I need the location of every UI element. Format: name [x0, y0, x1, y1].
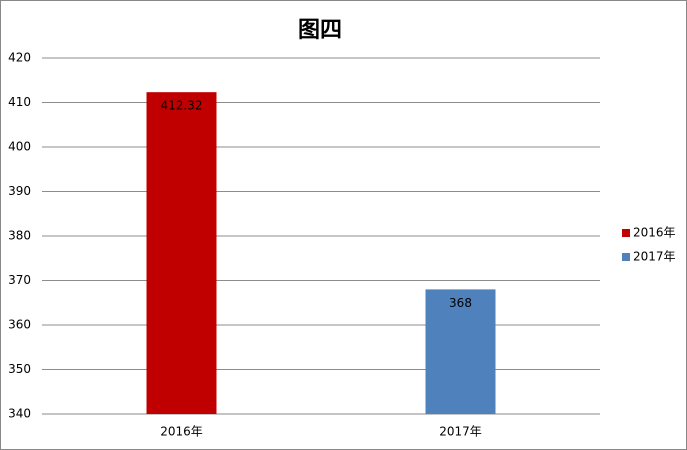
- chart-title: 图四: [298, 18, 342, 43]
- x-tick-label: 2017年: [439, 425, 482, 439]
- y-tick-label: 370: [8, 273, 31, 287]
- legend-label: 2016年: [633, 226, 676, 240]
- legend-swatch: [622, 253, 630, 261]
- y-tick-label: 340: [8, 407, 31, 421]
- x-tick-label: 2016年: [160, 425, 203, 439]
- y-tick-label: 400: [8, 140, 31, 154]
- legend-label: 2017年: [633, 250, 676, 264]
- legend-swatch: [622, 229, 630, 237]
- y-tick-label: 360: [8, 318, 31, 332]
- y-tick-label: 380: [8, 229, 31, 243]
- bar: [146, 92, 217, 415]
- y-tick-label: 390: [8, 184, 31, 198]
- data-label: 368: [449, 296, 472, 310]
- y-tick-label: 350: [8, 362, 31, 376]
- y-tick-label: 410: [8, 95, 31, 109]
- bar: [425, 289, 496, 414]
- y-tick-label: 420: [8, 51, 31, 65]
- data-label: 412.32: [161, 99, 203, 113]
